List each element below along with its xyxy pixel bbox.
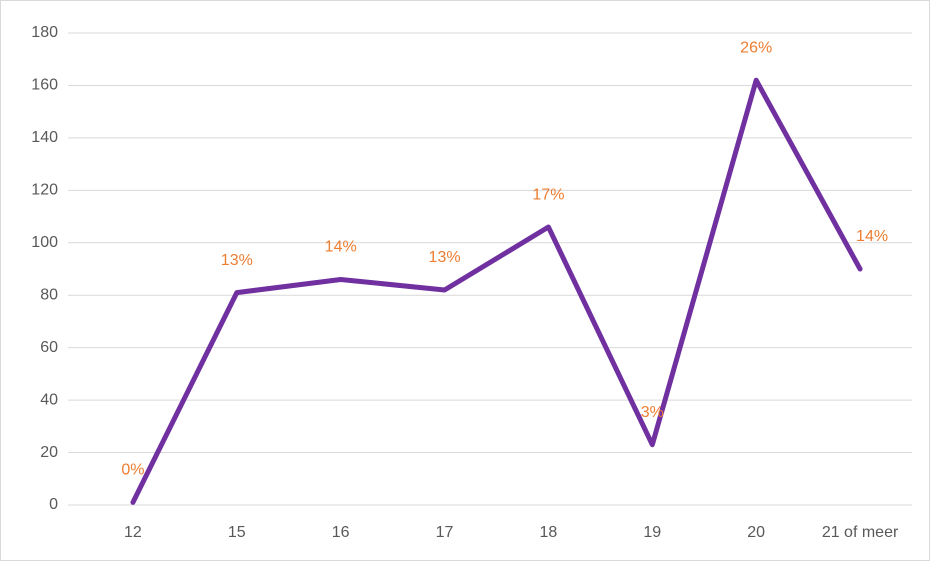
y-tick-label: 80	[40, 286, 58, 303]
x-tick-label: 19	[643, 524, 661, 541]
x-tick-label: 12	[124, 524, 142, 541]
x-tick-label: 16	[332, 524, 350, 541]
line-series	[130, 77, 863, 505]
y-tick-label: 20	[40, 444, 58, 461]
x-tick-label: 21 of meer	[822, 524, 899, 541]
data-label: 26%	[740, 39, 772, 56]
data-label: 14%	[325, 239, 357, 256]
y-tick-label: 40	[40, 391, 58, 408]
y-tick-label: 160	[31, 77, 58, 94]
data-label: 13%	[429, 249, 461, 266]
data-label: 13%	[221, 252, 253, 269]
data-label: 17%	[532, 186, 564, 203]
y-tick-label: 180	[31, 24, 58, 41]
data-label: 14%	[856, 228, 888, 245]
x-tick-label: 20	[747, 524, 765, 541]
data-label: 3%	[641, 404, 664, 421]
x-tick-label: 17	[436, 524, 454, 541]
y-tick-label: 60	[40, 339, 58, 356]
x-tick-label: 18	[540, 524, 558, 541]
y-tick-label: 140	[31, 129, 58, 146]
y-tick-label: 0	[49, 496, 58, 513]
data-label: 0%	[121, 462, 144, 479]
y-tick-label: 100	[31, 234, 58, 251]
y-tick-label: 120	[31, 182, 58, 199]
x-tick-label: 15	[228, 524, 246, 541]
